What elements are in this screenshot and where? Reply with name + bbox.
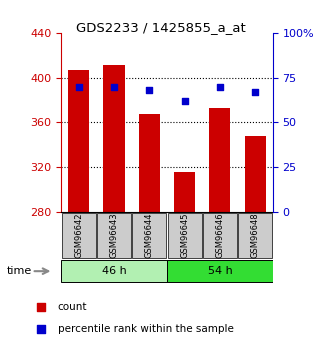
Text: percentile rank within the sample: percentile rank within the sample bbox=[57, 325, 233, 334]
Bar bbox=[139, 114, 160, 212]
Point bbox=[182, 98, 187, 104]
Text: time: time bbox=[6, 266, 32, 276]
Point bbox=[253, 89, 258, 95]
Bar bbox=[245, 136, 266, 212]
Point bbox=[38, 304, 43, 309]
Bar bbox=[203, 213, 237, 258]
Bar bbox=[238, 213, 272, 258]
Bar bbox=[68, 70, 89, 212]
Bar bbox=[103, 65, 125, 212]
Bar bbox=[97, 213, 131, 258]
Bar bbox=[168, 213, 202, 258]
Point bbox=[76, 84, 81, 89]
Text: GSM96645: GSM96645 bbox=[180, 213, 189, 258]
Bar bbox=[132, 213, 166, 258]
Text: GSM96642: GSM96642 bbox=[74, 213, 83, 258]
Text: GDS2233 / 1425855_a_at: GDS2233 / 1425855_a_at bbox=[76, 21, 245, 34]
Point bbox=[38, 327, 43, 332]
Text: 54 h: 54 h bbox=[207, 266, 232, 276]
Point bbox=[111, 84, 117, 89]
Text: count: count bbox=[57, 302, 87, 312]
Text: 46 h: 46 h bbox=[101, 266, 126, 276]
Bar bbox=[61, 260, 167, 282]
Bar bbox=[62, 213, 96, 258]
Text: GSM96643: GSM96643 bbox=[109, 213, 118, 258]
Point bbox=[217, 84, 222, 89]
Bar bbox=[167, 260, 273, 282]
Text: GSM96648: GSM96648 bbox=[251, 213, 260, 258]
Bar bbox=[209, 108, 230, 212]
Text: GSM96646: GSM96646 bbox=[215, 213, 224, 258]
Point bbox=[147, 87, 152, 93]
Text: GSM96644: GSM96644 bbox=[145, 213, 154, 258]
Bar bbox=[174, 172, 195, 212]
